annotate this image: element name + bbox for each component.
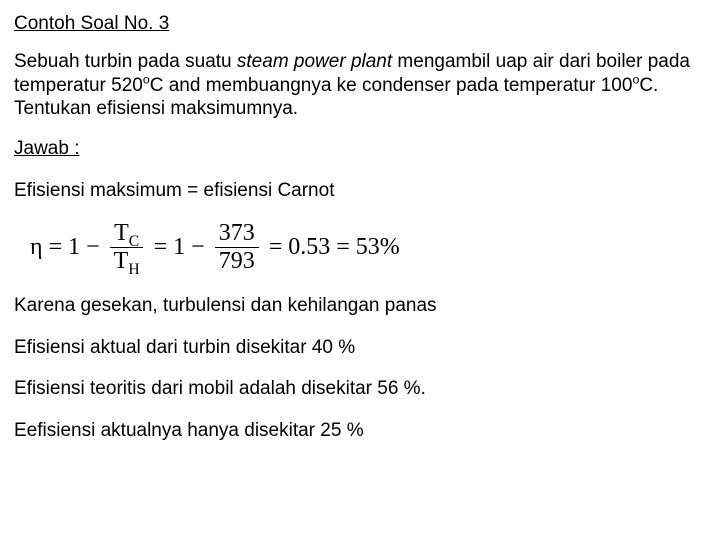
problem-text: Sebuah turbin pada suatu steam power pla… bbox=[14, 50, 706, 121]
one-2: 1 bbox=[173, 232, 185, 262]
answer-label: Jawab : bbox=[14, 137, 706, 161]
fraction-tc-th: TC TH bbox=[110, 221, 144, 274]
denominator-793: 793 bbox=[215, 248, 259, 274]
fraction-373-793: 373 793 bbox=[215, 221, 259, 274]
result-percent: 53% bbox=[356, 232, 400, 262]
carnot-formula: η = 1 − TC TH = 1 − 373 793 = 0.53 = 53% bbox=[30, 221, 706, 274]
example-title: Contoh Soal No. 3 bbox=[14, 12, 706, 36]
equals-1: = bbox=[49, 232, 63, 262]
numerator-373: 373 bbox=[215, 221, 259, 248]
minus-1: − bbox=[86, 232, 100, 262]
one-1: 1 bbox=[68, 232, 80, 262]
denominator-th: TH bbox=[110, 248, 144, 274]
line-theoretical-car: Efisiensi teoritis dari mobil adalah dis… bbox=[14, 377, 706, 401]
equals-2: = bbox=[154, 232, 168, 262]
problem-italic: steam power plant bbox=[237, 51, 392, 72]
result-decimal: 0.53 bbox=[288, 232, 330, 262]
equals-4: = bbox=[336, 232, 350, 262]
minus-2: − bbox=[191, 232, 205, 262]
line-actual-car: Eefisiensi aktualnya hanya disekitar 25 … bbox=[14, 419, 706, 443]
line-efficiency-max: Efisiensi maksimum = efisiensi Carnot bbox=[14, 179, 706, 203]
eta-symbol: η bbox=[30, 232, 43, 262]
T-2: T bbox=[114, 248, 129, 274]
degree-sup-1: o bbox=[143, 72, 150, 86]
sub-h: H bbox=[128, 260, 139, 277]
T-1: T bbox=[114, 220, 129, 246]
line-actual-turbine: Efisiensi aktual dari turbin disekitar 4… bbox=[14, 336, 706, 360]
problem-part-a: Sebuah turbin pada suatu bbox=[14, 51, 237, 72]
numerator-tc: TC bbox=[110, 221, 143, 248]
equals-3: = bbox=[269, 232, 283, 262]
line-friction: Karena gesekan, turbulensi dan kehilanga… bbox=[14, 294, 706, 318]
problem-part-d: C and membuangnya ke condenser pada temp… bbox=[150, 75, 633, 96]
